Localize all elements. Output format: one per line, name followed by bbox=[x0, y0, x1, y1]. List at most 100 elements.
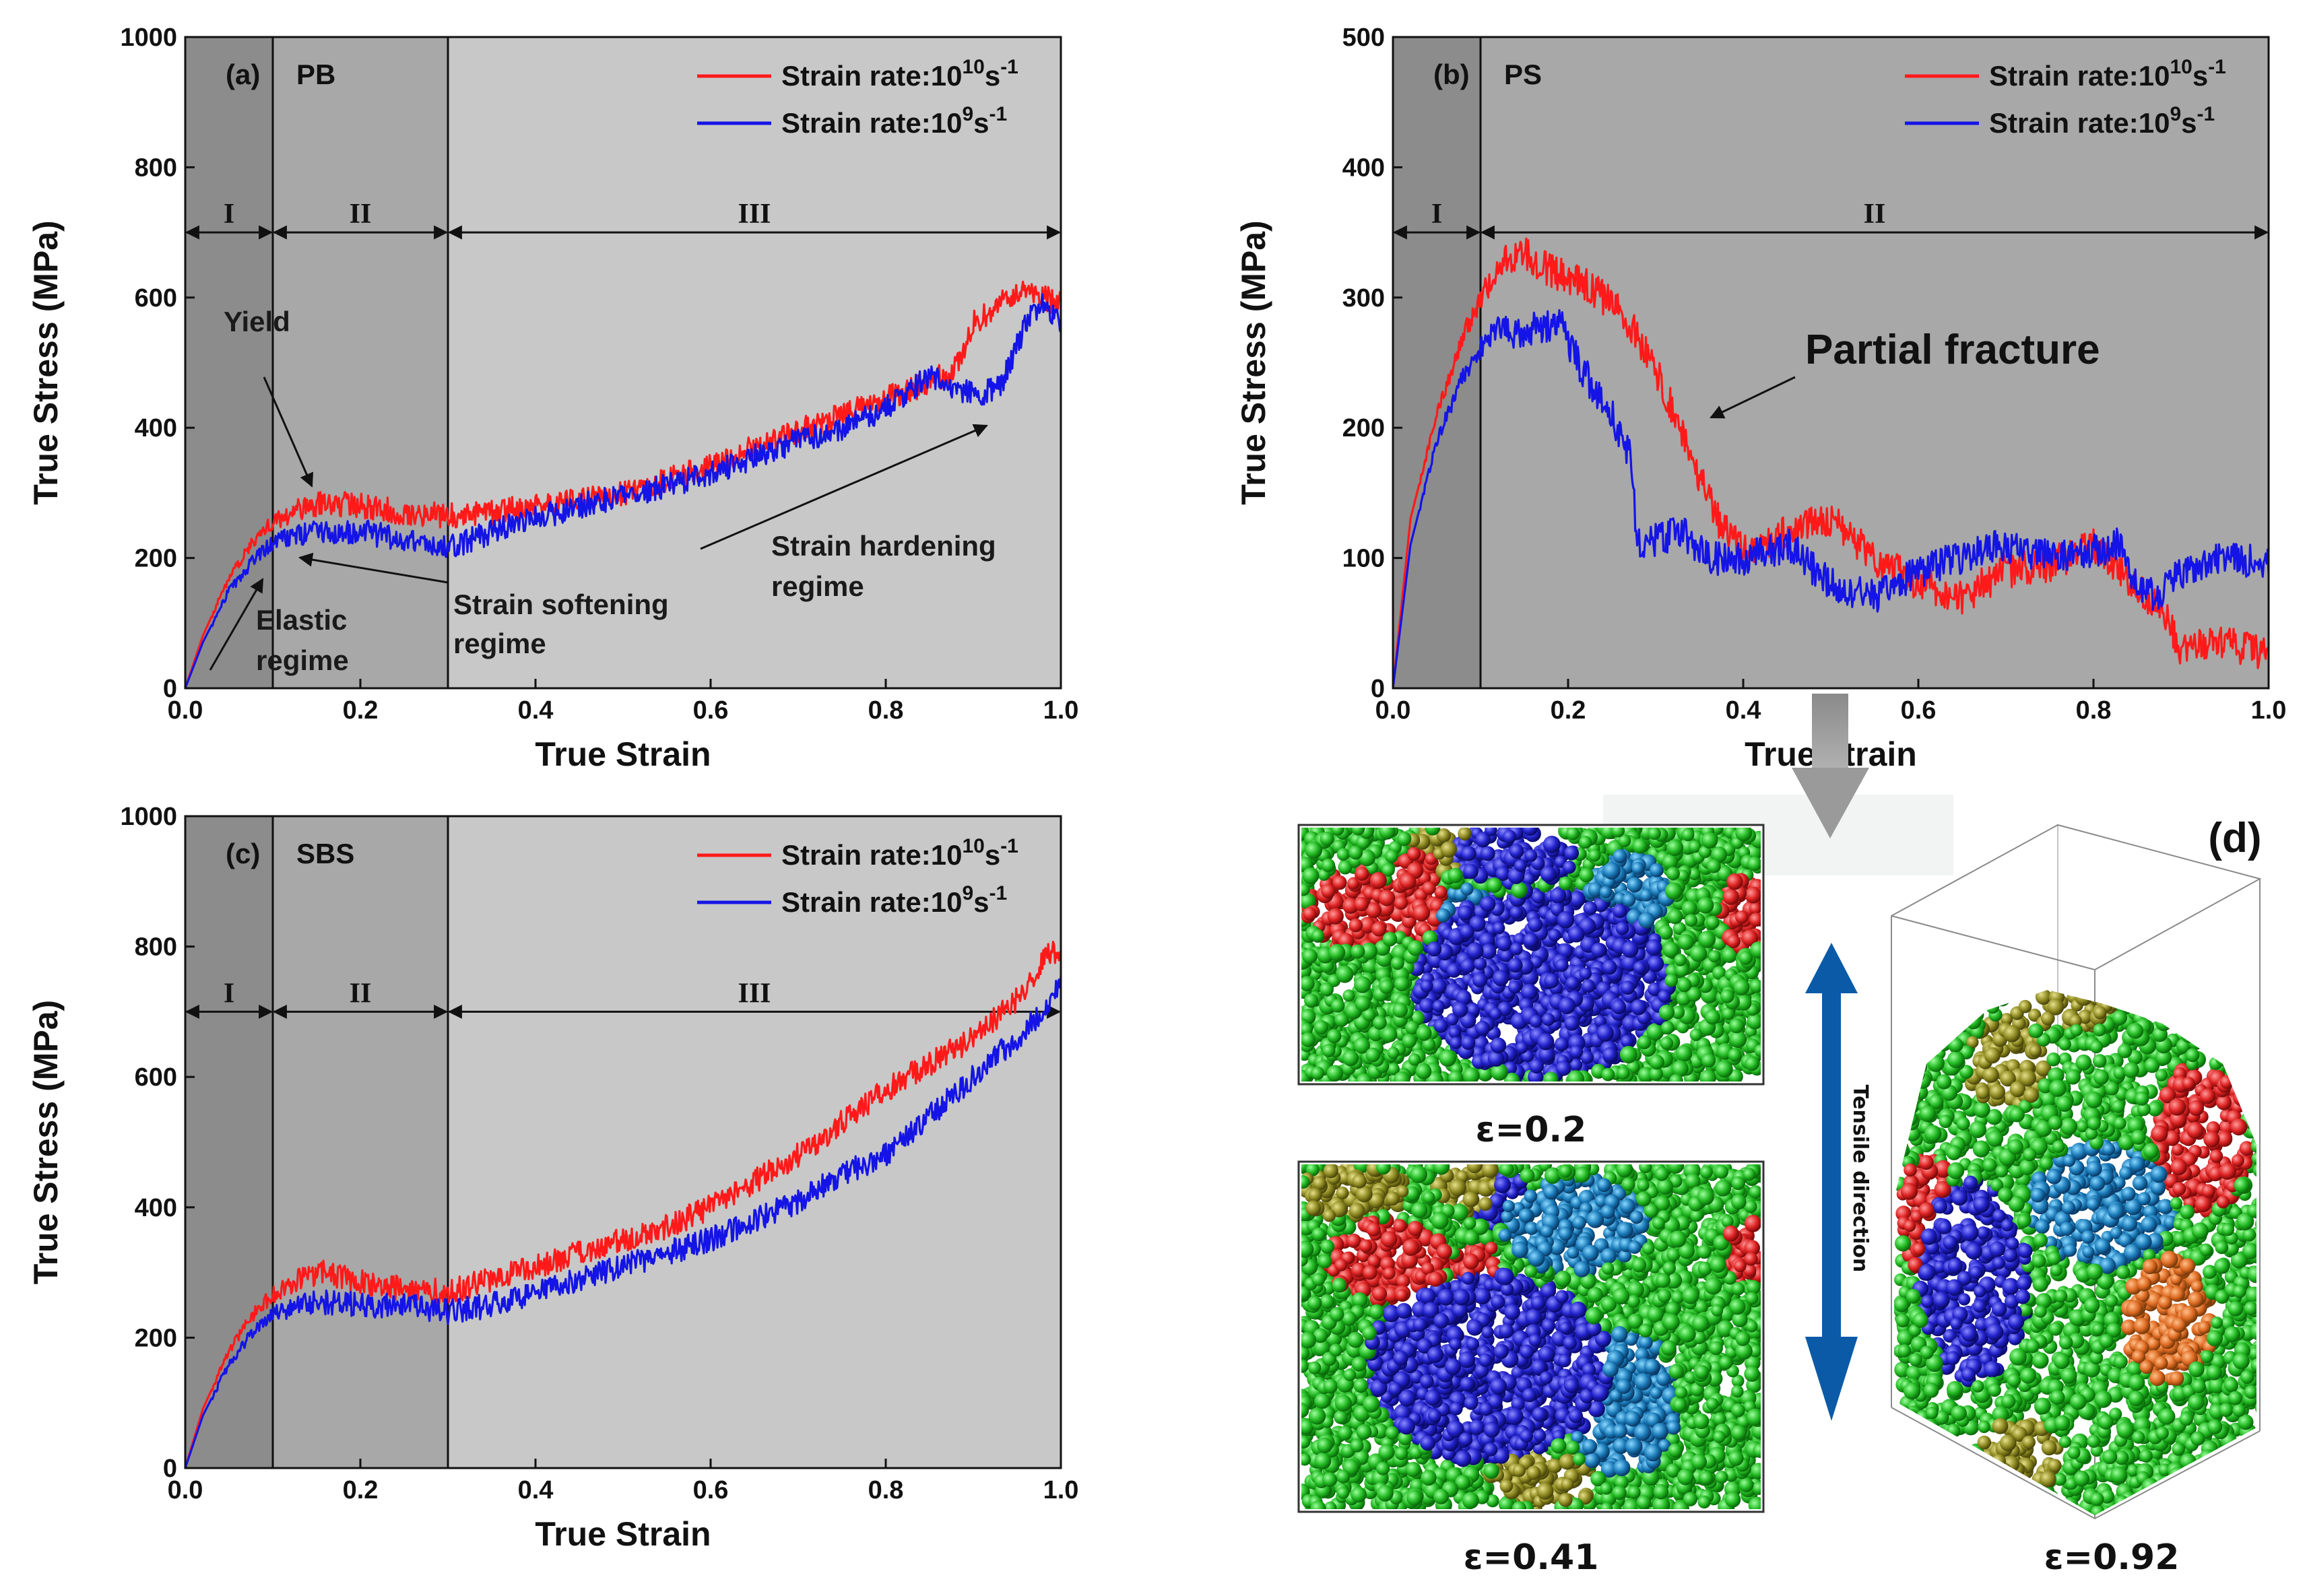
bead bbox=[1558, 997, 1576, 1014]
bead bbox=[1460, 1012, 1476, 1029]
bead bbox=[1349, 918, 1363, 933]
x-tick-label: 1.0 bbox=[1043, 1476, 1079, 1504]
bead bbox=[1533, 1429, 1547, 1442]
bead bbox=[1596, 1024, 1614, 1042]
bead bbox=[1588, 1400, 1605, 1418]
y-tick-label: 800 bbox=[135, 154, 177, 182]
bead bbox=[1672, 921, 1686, 935]
bead bbox=[1668, 1443, 1683, 1458]
bead bbox=[1528, 917, 1543, 932]
bead bbox=[1382, 931, 1398, 947]
bead bbox=[1613, 1438, 1629, 1455]
bead bbox=[1474, 1288, 1491, 1305]
legend-exp: 10 bbox=[2170, 56, 2192, 78]
bead bbox=[1649, 1067, 1663, 1082]
bead bbox=[1372, 1016, 1387, 1030]
annotation-elastic-arrow bbox=[209, 578, 264, 671]
y-tick-label: 600 bbox=[135, 284, 177, 312]
legend-unit: s bbox=[973, 107, 989, 139]
annotation-partial-fracture: Partial fracture bbox=[1805, 327, 2100, 373]
y-axis-label: True Stress (MPa) bbox=[27, 1000, 65, 1284]
bead bbox=[1393, 1219, 1407, 1233]
bead bbox=[1638, 912, 1655, 929]
bead bbox=[1654, 1195, 1670, 1211]
bead bbox=[1301, 1286, 1310, 1301]
bead bbox=[1406, 846, 1421, 861]
y-tick-label: 500 bbox=[1342, 24, 1385, 52]
bead bbox=[1572, 1216, 1586, 1230]
y-tick-label: 600 bbox=[135, 1063, 177, 1092]
x-tick-label: 0.8 bbox=[868, 1476, 904, 1504]
bead bbox=[1407, 940, 1424, 956]
bead bbox=[1745, 1320, 1758, 1333]
bead bbox=[1594, 1015, 1606, 1028]
bead bbox=[1600, 1502, 1613, 1509]
legend-unit-exp: -1 bbox=[2208, 56, 2226, 78]
bead bbox=[1501, 1210, 1514, 1223]
legend-unit-exp: -1 bbox=[1000, 835, 1018, 857]
bead bbox=[1658, 989, 1671, 1003]
bead bbox=[1752, 1481, 1761, 1495]
bead bbox=[1745, 1056, 1760, 1071]
bead bbox=[1689, 945, 1708, 962]
bead bbox=[1600, 1461, 1618, 1478]
legend-base: Strain rate:10 bbox=[1989, 60, 2170, 92]
bead bbox=[1724, 1492, 1741, 1508]
bead bbox=[1563, 1335, 1578, 1350]
bead bbox=[1362, 1007, 1376, 1022]
bead bbox=[1574, 1166, 1591, 1183]
bead bbox=[1558, 1226, 1573, 1241]
bead bbox=[1379, 979, 1394, 994]
bead bbox=[1475, 1020, 1491, 1036]
bead bbox=[1304, 993, 1319, 1008]
bead bbox=[1509, 942, 1523, 956]
bead bbox=[1625, 1437, 1643, 1455]
bead bbox=[1667, 1164, 1685, 1174]
y-tick-label: 200 bbox=[1342, 414, 1385, 442]
x-tick-label: 1.0 bbox=[1043, 696, 1079, 725]
bead bbox=[1301, 1032, 1315, 1047]
bead bbox=[1321, 858, 1336, 873]
bead bbox=[1371, 921, 1387, 937]
y-tick-label: 800 bbox=[135, 933, 177, 962]
snapshot-panel-d: ε=0.2 ε=0.41 Tensile direction ε=0.92 (d… bbox=[1297, 694, 2262, 1578]
bead bbox=[1303, 906, 1317, 921]
bead bbox=[1647, 955, 1664, 972]
legend-base: Strain rate:10 bbox=[781, 60, 962, 92]
bead bbox=[1422, 881, 1436, 895]
bead bbox=[1743, 1263, 1757, 1277]
bead bbox=[1354, 896, 1369, 912]
snapshot-label-eps-0-2: ε=0.2 bbox=[1476, 1110, 1587, 1150]
bead bbox=[1669, 1073, 1683, 1082]
bead bbox=[1458, 905, 1473, 921]
bead bbox=[1506, 1187, 1519, 1199]
regime-label-I: I bbox=[1431, 199, 1442, 230]
bead bbox=[1735, 828, 1753, 842]
bead bbox=[1472, 972, 1488, 988]
regime-band-III bbox=[448, 816, 1061, 1468]
regime-label-III: III bbox=[738, 199, 771, 230]
x-tick-label: 0.2 bbox=[1551, 696, 1586, 725]
bead bbox=[1582, 1363, 1596, 1377]
bead bbox=[1394, 976, 1410, 992]
bead bbox=[1466, 942, 1484, 960]
bead bbox=[1590, 1471, 1606, 1487]
bead bbox=[1382, 1026, 1398, 1042]
bead bbox=[1432, 1000, 1445, 1013]
bead bbox=[1359, 849, 1375, 867]
bead bbox=[1681, 900, 1697, 916]
legend-unit-exp: -1 bbox=[1000, 56, 1018, 78]
bead bbox=[1394, 1071, 1410, 1082]
legend-unit: s bbox=[2181, 107, 2197, 139]
chart-panel-b: I II0.0 0.2 0.4 0.6 0.8 1.00100200300400500Tru… bbox=[1235, 24, 2286, 773]
bead bbox=[1368, 1026, 1384, 1042]
x-tick-label: 1.0 bbox=[2251, 696, 2287, 725]
bead bbox=[1404, 1020, 1419, 1035]
bead bbox=[1588, 849, 1601, 862]
legend-base: Strain rate:10 bbox=[781, 107, 962, 139]
bead bbox=[1532, 1407, 1547, 1422]
bead-cluster bbox=[1301, 828, 1761, 1082]
legend-unit: s bbox=[985, 60, 1000, 92]
bead bbox=[1529, 1015, 1542, 1028]
bead bbox=[1452, 1001, 1468, 1018]
